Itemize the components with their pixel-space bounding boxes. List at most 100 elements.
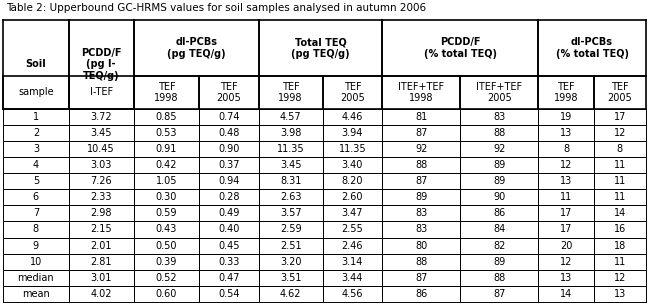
Text: 80: 80	[415, 241, 427, 251]
Text: 9: 9	[33, 241, 39, 251]
Text: 0.28: 0.28	[218, 192, 239, 202]
Text: 13: 13	[560, 273, 572, 283]
Text: 2.63: 2.63	[280, 192, 301, 202]
Text: TEF
1998: TEF 1998	[278, 82, 303, 103]
Text: 0.40: 0.40	[218, 224, 239, 235]
Text: 3.72: 3.72	[90, 112, 112, 122]
Text: 83: 83	[493, 112, 506, 122]
Text: ITEF+TEF
2005: ITEF+TEF 2005	[476, 82, 522, 103]
Text: TEF
2005: TEF 2005	[217, 82, 241, 103]
Text: 13: 13	[560, 128, 572, 138]
Text: 0.74: 0.74	[218, 112, 239, 122]
Text: 11: 11	[560, 192, 572, 202]
Text: 0.60: 0.60	[156, 289, 177, 299]
Text: 0.42: 0.42	[156, 160, 177, 170]
Text: 87: 87	[493, 289, 506, 299]
Text: 6: 6	[33, 192, 39, 202]
Text: 4.56: 4.56	[341, 289, 363, 299]
Text: 0.39: 0.39	[156, 257, 177, 267]
Text: Total TEQ
(pg TEQ/g): Total TEQ (pg TEQ/g)	[291, 37, 350, 59]
Text: 20: 20	[560, 241, 572, 251]
Text: 89: 89	[415, 192, 427, 202]
Text: 89: 89	[493, 160, 506, 170]
Text: 88: 88	[493, 128, 506, 138]
Text: 8: 8	[617, 144, 623, 154]
Text: 4.46: 4.46	[341, 112, 363, 122]
Text: 3.51: 3.51	[280, 273, 301, 283]
Text: I-TEF: I-TEF	[90, 88, 113, 98]
Text: 4: 4	[33, 160, 39, 170]
Text: 11: 11	[614, 257, 626, 267]
Text: 2.01: 2.01	[90, 241, 112, 251]
Text: 0.48: 0.48	[218, 128, 239, 138]
Text: 12: 12	[560, 160, 572, 170]
Text: TEF
1998: TEF 1998	[554, 82, 578, 103]
Text: 13: 13	[614, 289, 626, 299]
Text: 11: 11	[614, 192, 626, 202]
Text: 2.59: 2.59	[280, 224, 302, 235]
Text: 88: 88	[415, 160, 427, 170]
Text: 3.47: 3.47	[341, 208, 363, 218]
Text: 0.30: 0.30	[156, 192, 177, 202]
Text: 14: 14	[614, 208, 626, 218]
Text: 2.33: 2.33	[90, 192, 112, 202]
Text: 3.45: 3.45	[280, 160, 301, 170]
Text: 3.14: 3.14	[341, 257, 363, 267]
Text: 2.81: 2.81	[90, 257, 112, 267]
Text: 87: 87	[415, 273, 428, 283]
Text: 10.45: 10.45	[88, 144, 115, 154]
Text: 1: 1	[33, 112, 39, 122]
Text: 16: 16	[614, 224, 626, 235]
Text: 0.59: 0.59	[156, 208, 177, 218]
Text: 83: 83	[415, 224, 427, 235]
Text: 3: 3	[33, 144, 39, 154]
Text: PCDD/F
(% total TEQ): PCDD/F (% total TEQ)	[424, 37, 496, 59]
Text: dl-PCBs
(pg TEQ/g): dl-PCBs (pg TEQ/g)	[167, 37, 226, 59]
Text: 2: 2	[32, 128, 39, 138]
Text: TEF
2005: TEF 2005	[340, 82, 365, 103]
Text: 0.33: 0.33	[218, 257, 239, 267]
Text: 17: 17	[614, 112, 626, 122]
Text: 92: 92	[493, 144, 506, 154]
Text: 0.91: 0.91	[156, 144, 177, 154]
Text: 1.05: 1.05	[156, 176, 177, 186]
Text: 13: 13	[560, 176, 572, 186]
Text: median: median	[18, 273, 55, 283]
Text: 0.37: 0.37	[218, 160, 239, 170]
Text: 88: 88	[415, 257, 427, 267]
Text: 2.46: 2.46	[341, 241, 363, 251]
Text: 0.49: 0.49	[218, 208, 239, 218]
Text: 0.94: 0.94	[218, 176, 239, 186]
Text: 19: 19	[560, 112, 572, 122]
Text: 86: 86	[415, 289, 427, 299]
Text: 0.53: 0.53	[156, 128, 177, 138]
Text: 81: 81	[415, 112, 427, 122]
Text: 5: 5	[32, 176, 39, 186]
Text: 18: 18	[614, 241, 626, 251]
Text: 87: 87	[415, 128, 428, 138]
Text: 82: 82	[493, 241, 506, 251]
Text: 89: 89	[493, 257, 506, 267]
Text: sample: sample	[18, 88, 54, 98]
Text: dl-PCBs
(% total TEQ): dl-PCBs (% total TEQ)	[556, 37, 628, 59]
Text: 7.26: 7.26	[90, 176, 112, 186]
Text: 3.44: 3.44	[341, 273, 363, 283]
Text: 0.90: 0.90	[218, 144, 239, 154]
Text: 8: 8	[563, 144, 569, 154]
Text: 17: 17	[560, 224, 572, 235]
Text: 87: 87	[415, 176, 428, 186]
Text: 4.62: 4.62	[280, 289, 301, 299]
Text: 3.40: 3.40	[341, 160, 363, 170]
Text: 3.45: 3.45	[90, 128, 112, 138]
Text: TEF
1998: TEF 1998	[154, 82, 178, 103]
Text: 7: 7	[32, 208, 39, 218]
Text: 17: 17	[560, 208, 572, 218]
Text: 4.57: 4.57	[280, 112, 302, 122]
Text: 90: 90	[493, 192, 506, 202]
Text: Soil: Soil	[25, 59, 46, 69]
Text: 0.50: 0.50	[156, 241, 177, 251]
Text: 4.02: 4.02	[90, 289, 112, 299]
Text: 11: 11	[614, 176, 626, 186]
Text: 0.43: 0.43	[156, 224, 177, 235]
Text: 12: 12	[614, 273, 626, 283]
